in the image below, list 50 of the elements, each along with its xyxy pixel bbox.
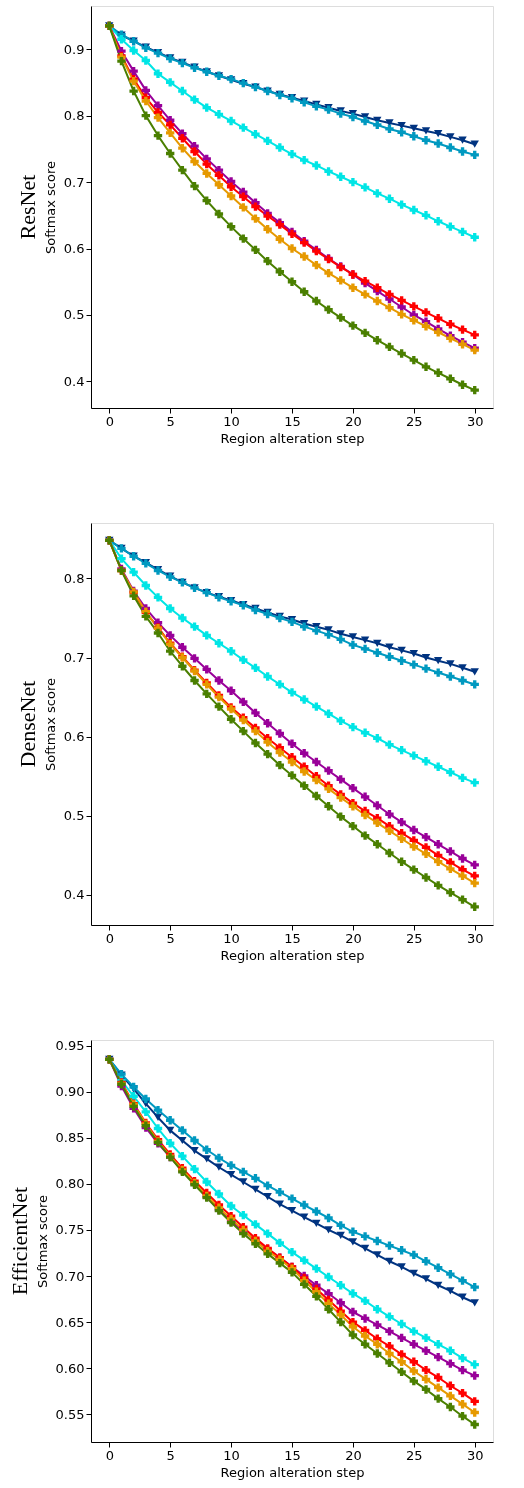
x-axis-title: Region alteration step bbox=[220, 1464, 365, 1480]
x-tick-label: 25 bbox=[406, 1447, 423, 1463]
y-tick-label: 0.7 bbox=[63, 174, 85, 190]
x-tick-label: 30 bbox=[466, 1447, 484, 1463]
x-tick-label: 20 bbox=[345, 1447, 362, 1463]
y-tick-label: 0.4 bbox=[63, 373, 85, 389]
y-axis-title: Softmax score bbox=[42, 677, 58, 772]
x-tick-label: 20 bbox=[345, 413, 362, 429]
x-tick-label: 25 bbox=[406, 930, 423, 946]
x-axis-title: Region alteration step bbox=[220, 947, 365, 963]
y-tick-label: 0.55 bbox=[55, 1406, 85, 1422]
x-tick-label: 5 bbox=[166, 413, 175, 429]
y-tick-label: 0.75 bbox=[55, 1222, 85, 1238]
x-tick-label: 0 bbox=[105, 1447, 114, 1463]
y-tick-label: 0.85 bbox=[55, 1130, 85, 1146]
text: ResNet bbox=[15, 174, 41, 240]
x-tick-label: 30 bbox=[466, 413, 484, 429]
x-tick-label: 0 bbox=[105, 930, 114, 946]
y-tick-label: 0.60 bbox=[55, 1360, 85, 1376]
x-tick-label: 30 bbox=[466, 930, 484, 946]
x-tick-label: 15 bbox=[284, 413, 301, 429]
x-tick-label: 10 bbox=[223, 1447, 240, 1463]
x-tick-label: 0 bbox=[105, 413, 114, 429]
y-tick-label: 0.8 bbox=[63, 108, 85, 124]
x-tick-label: 10 bbox=[223, 930, 240, 946]
text: EfficientNet bbox=[7, 1186, 33, 1296]
x-tick-label: 20 bbox=[345, 930, 362, 946]
y-tick-label: 0.4 bbox=[63, 887, 85, 903]
x-tick-label: 15 bbox=[284, 930, 301, 946]
y-tick-label: 0.65 bbox=[55, 1314, 85, 1330]
y-tick-label: 0.95 bbox=[55, 1038, 85, 1054]
y-tick-label: 0.70 bbox=[55, 1268, 85, 1284]
x-tick-label: 10 bbox=[223, 413, 240, 429]
text: DenseNet bbox=[15, 680, 41, 768]
y-tick-label: 0.5 bbox=[63, 808, 85, 824]
y-tick-label: 0.5 bbox=[63, 307, 85, 323]
y-tick-label: 0.9 bbox=[63, 41, 85, 57]
y-tick-label: 0.6 bbox=[63, 729, 85, 745]
x-tick-label: 25 bbox=[406, 413, 423, 429]
x-tick-label: 5 bbox=[166, 930, 175, 946]
y-axis-title: Softmax score bbox=[42, 160, 58, 255]
y-tick-label: 0.80 bbox=[55, 1176, 85, 1192]
y-tick-label: 0.8 bbox=[63, 570, 85, 586]
y-tick-label: 0.7 bbox=[63, 650, 85, 666]
x-axis-title: Region alteration step bbox=[220, 430, 365, 446]
y-tick-label: 0.90 bbox=[55, 1084, 85, 1100]
y-axis-title: Softmax score bbox=[34, 1194, 50, 1289]
x-tick-label: 15 bbox=[284, 1447, 301, 1463]
y-tick-label: 0.6 bbox=[63, 241, 85, 257]
x-tick-label: 5 bbox=[166, 1447, 175, 1463]
